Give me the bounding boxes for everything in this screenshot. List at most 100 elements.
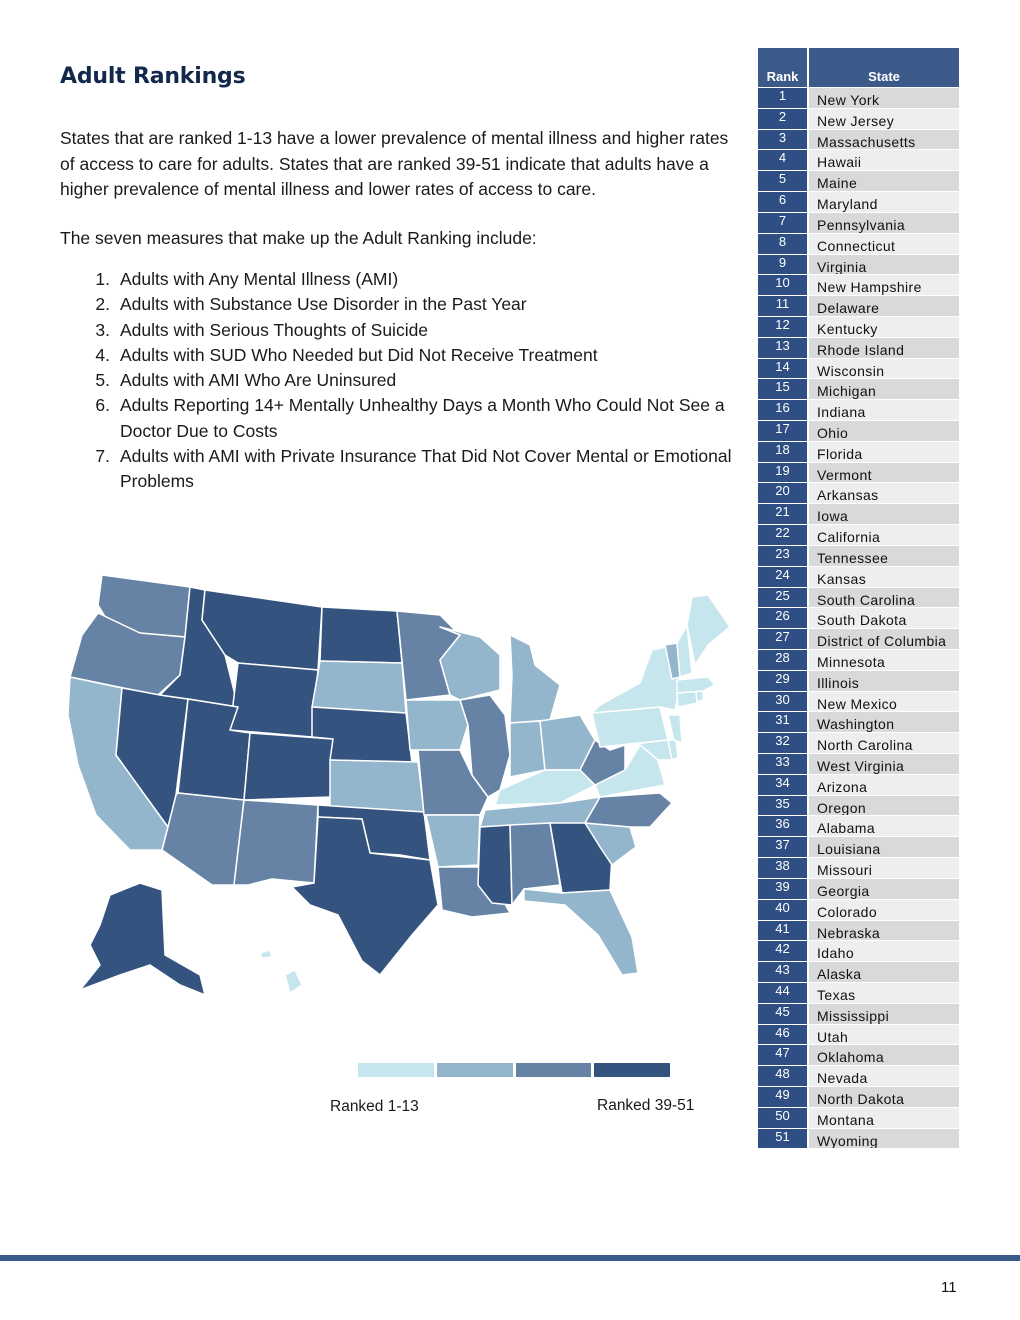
item-number: 1. — [95, 269, 110, 289]
table-row: 28 Minnesota — [758, 648, 959, 670]
state-cell: Pennsylvania — [809, 212, 959, 233]
state-cell: Tennessee — [809, 545, 959, 566]
rank-cell: 38 — [758, 858, 807, 878]
measures-lead: The seven measures that make up the Adul… — [60, 228, 537, 248]
state-cell: California — [809, 525, 959, 545]
table-row: 44 Texas — [758, 981, 959, 1003]
state-cell: Oklahoma — [809, 1045, 959, 1066]
state-cell: Alaska — [809, 962, 959, 982]
table-row: 40 Colorado — [758, 898, 959, 920]
rank-cell: 2 — [758, 108, 807, 129]
item-number: 3. — [95, 319, 110, 340]
rank-cell: 33 — [758, 754, 807, 774]
state-new-mexico — [233, 799, 319, 886]
footer-divider — [0, 1255, 1020, 1261]
table-row: 23 Tennessee — [758, 544, 959, 566]
rank-cell: 16 — [758, 400, 807, 420]
table-row: 2 New Jersey — [758, 107, 959, 129]
state-cell: North Dakota — [809, 1087, 959, 1107]
state-mississippi — [477, 824, 513, 906]
state-new-jersey — [667, 714, 683, 744]
item-number: 5. — [95, 370, 110, 391]
table-row: 30 New Mexico — [758, 690, 959, 712]
state-cell: North Carolina — [809, 733, 959, 753]
page-title: Adult Rankings — [60, 64, 246, 89]
rank-cell: 30 — [758, 691, 807, 712]
item-number: 4. — [95, 344, 110, 365]
table-row: 21 Iowa — [758, 503, 959, 525]
table-row: 6 Maryland — [758, 191, 959, 212]
table-row: 12 Kentucky — [758, 315, 959, 337]
table-row: 42 Idaho — [758, 940, 959, 962]
state-cell: Maine — [809, 171, 959, 192]
state-cell: Idaho — [809, 941, 959, 962]
item-text: Adults with Serious Thoughts of Suicide — [120, 319, 429, 340]
state-south-dakota — [311, 660, 407, 714]
rank-cell: 35 — [758, 795, 807, 816]
state-wyoming — [229, 662, 319, 738]
table-row: 7 Pennsylvania — [758, 211, 959, 233]
table-row: 51 Wyoming — [758, 1127, 959, 1149]
table-row: 17 Ohio — [758, 420, 959, 441]
rank-cell: 3 — [758, 129, 807, 150]
state-cell: Michigan — [809, 379, 959, 400]
state-cell: Maryland — [809, 192, 959, 212]
state-cell: Mississippi — [809, 1003, 959, 1024]
rank-cell: 21 — [758, 504, 807, 525]
table-row: 4 Hawaii — [758, 149, 959, 171]
rank-cell: 50 — [758, 1107, 807, 1128]
state-cell: Utah — [809, 1024, 959, 1045]
state-cell: Texas — [809, 982, 959, 1003]
page-number: 11 — [941, 1279, 957, 1296]
rank-cell: 6 — [758, 192, 807, 212]
state-maine — [686, 594, 731, 666]
state-cell: Georgia — [809, 878, 959, 899]
list-item: 5. Adults with AMI Who Are Uninsured — [80, 368, 740, 393]
state-cell: Arizona — [809, 774, 959, 795]
rank-cell: 10 — [758, 275, 807, 296]
table-row: 38 Missouri — [758, 857, 959, 878]
state-cell: Nevada — [809, 1066, 959, 1086]
table-row: 36 Alabama — [758, 815, 959, 837]
rank-cell: 19 — [758, 462, 807, 483]
table-row: 1 New York — [758, 87, 959, 108]
rank-cell: 31 — [758, 712, 807, 733]
table-row: 50 Montana — [758, 1106, 959, 1128]
state-cell: Illinois — [809, 670, 959, 691]
list-item: 4. Adults with SUD Who Needed but Did Not… — [80, 343, 740, 368]
state-cell: New York — [809, 88, 959, 108]
rank-cell: 42 — [758, 941, 807, 962]
table-row: 19 Vermont — [758, 461, 959, 483]
state-kansas — [329, 759, 425, 813]
state-cell: Nebraska — [809, 920, 959, 941]
rank-cell: 36 — [758, 816, 807, 837]
table-row: 14 Wisconsin — [758, 357, 959, 379]
state-cell: Rhode Island — [809, 337, 959, 358]
state-cell: Alabama — [809, 816, 959, 837]
rank-cell: 25 — [758, 587, 807, 608]
table-row: 27 District of Columbia — [758, 628, 959, 649]
table-row: 24 Kansas — [758, 565, 959, 587]
item-text: Adults with AMI Who Are Uninsured — [120, 370, 397, 391]
rank-cell: 12 — [758, 316, 807, 337]
state-cell: West Virginia — [809, 754, 959, 774]
table-row: 35 Oregon — [758, 794, 959, 816]
state-rhode-island — [695, 690, 704, 703]
state-cell: Louisiana — [809, 837, 959, 858]
list-item: 7. Adults with AMI with Private Insurance… — [80, 444, 740, 495]
table-row: 25 South Carolina — [758, 586, 959, 608]
rank-cell: 45 — [758, 1003, 807, 1024]
state-north-dakota — [319, 606, 403, 664]
state-colorado — [243, 732, 334, 801]
state-cell: Montana — [809, 1107, 959, 1128]
rank-cell: 26 — [758, 608, 807, 629]
state-cell: Iowa — [809, 504, 959, 525]
measures-list: 1. Adults with Any Mental Illness (AMI) 2… — [80, 267, 740, 495]
rank-cell: 51 — [758, 1128, 807, 1149]
state-cell: Massachusetts — [809, 129, 959, 150]
state-maryland — [624, 739, 673, 761]
rank-cell: 49 — [758, 1087, 807, 1107]
rank-cell: 28 — [758, 649, 807, 670]
table-row: 18 Florida — [758, 440, 959, 462]
rank-cell: 27 — [758, 629, 807, 649]
